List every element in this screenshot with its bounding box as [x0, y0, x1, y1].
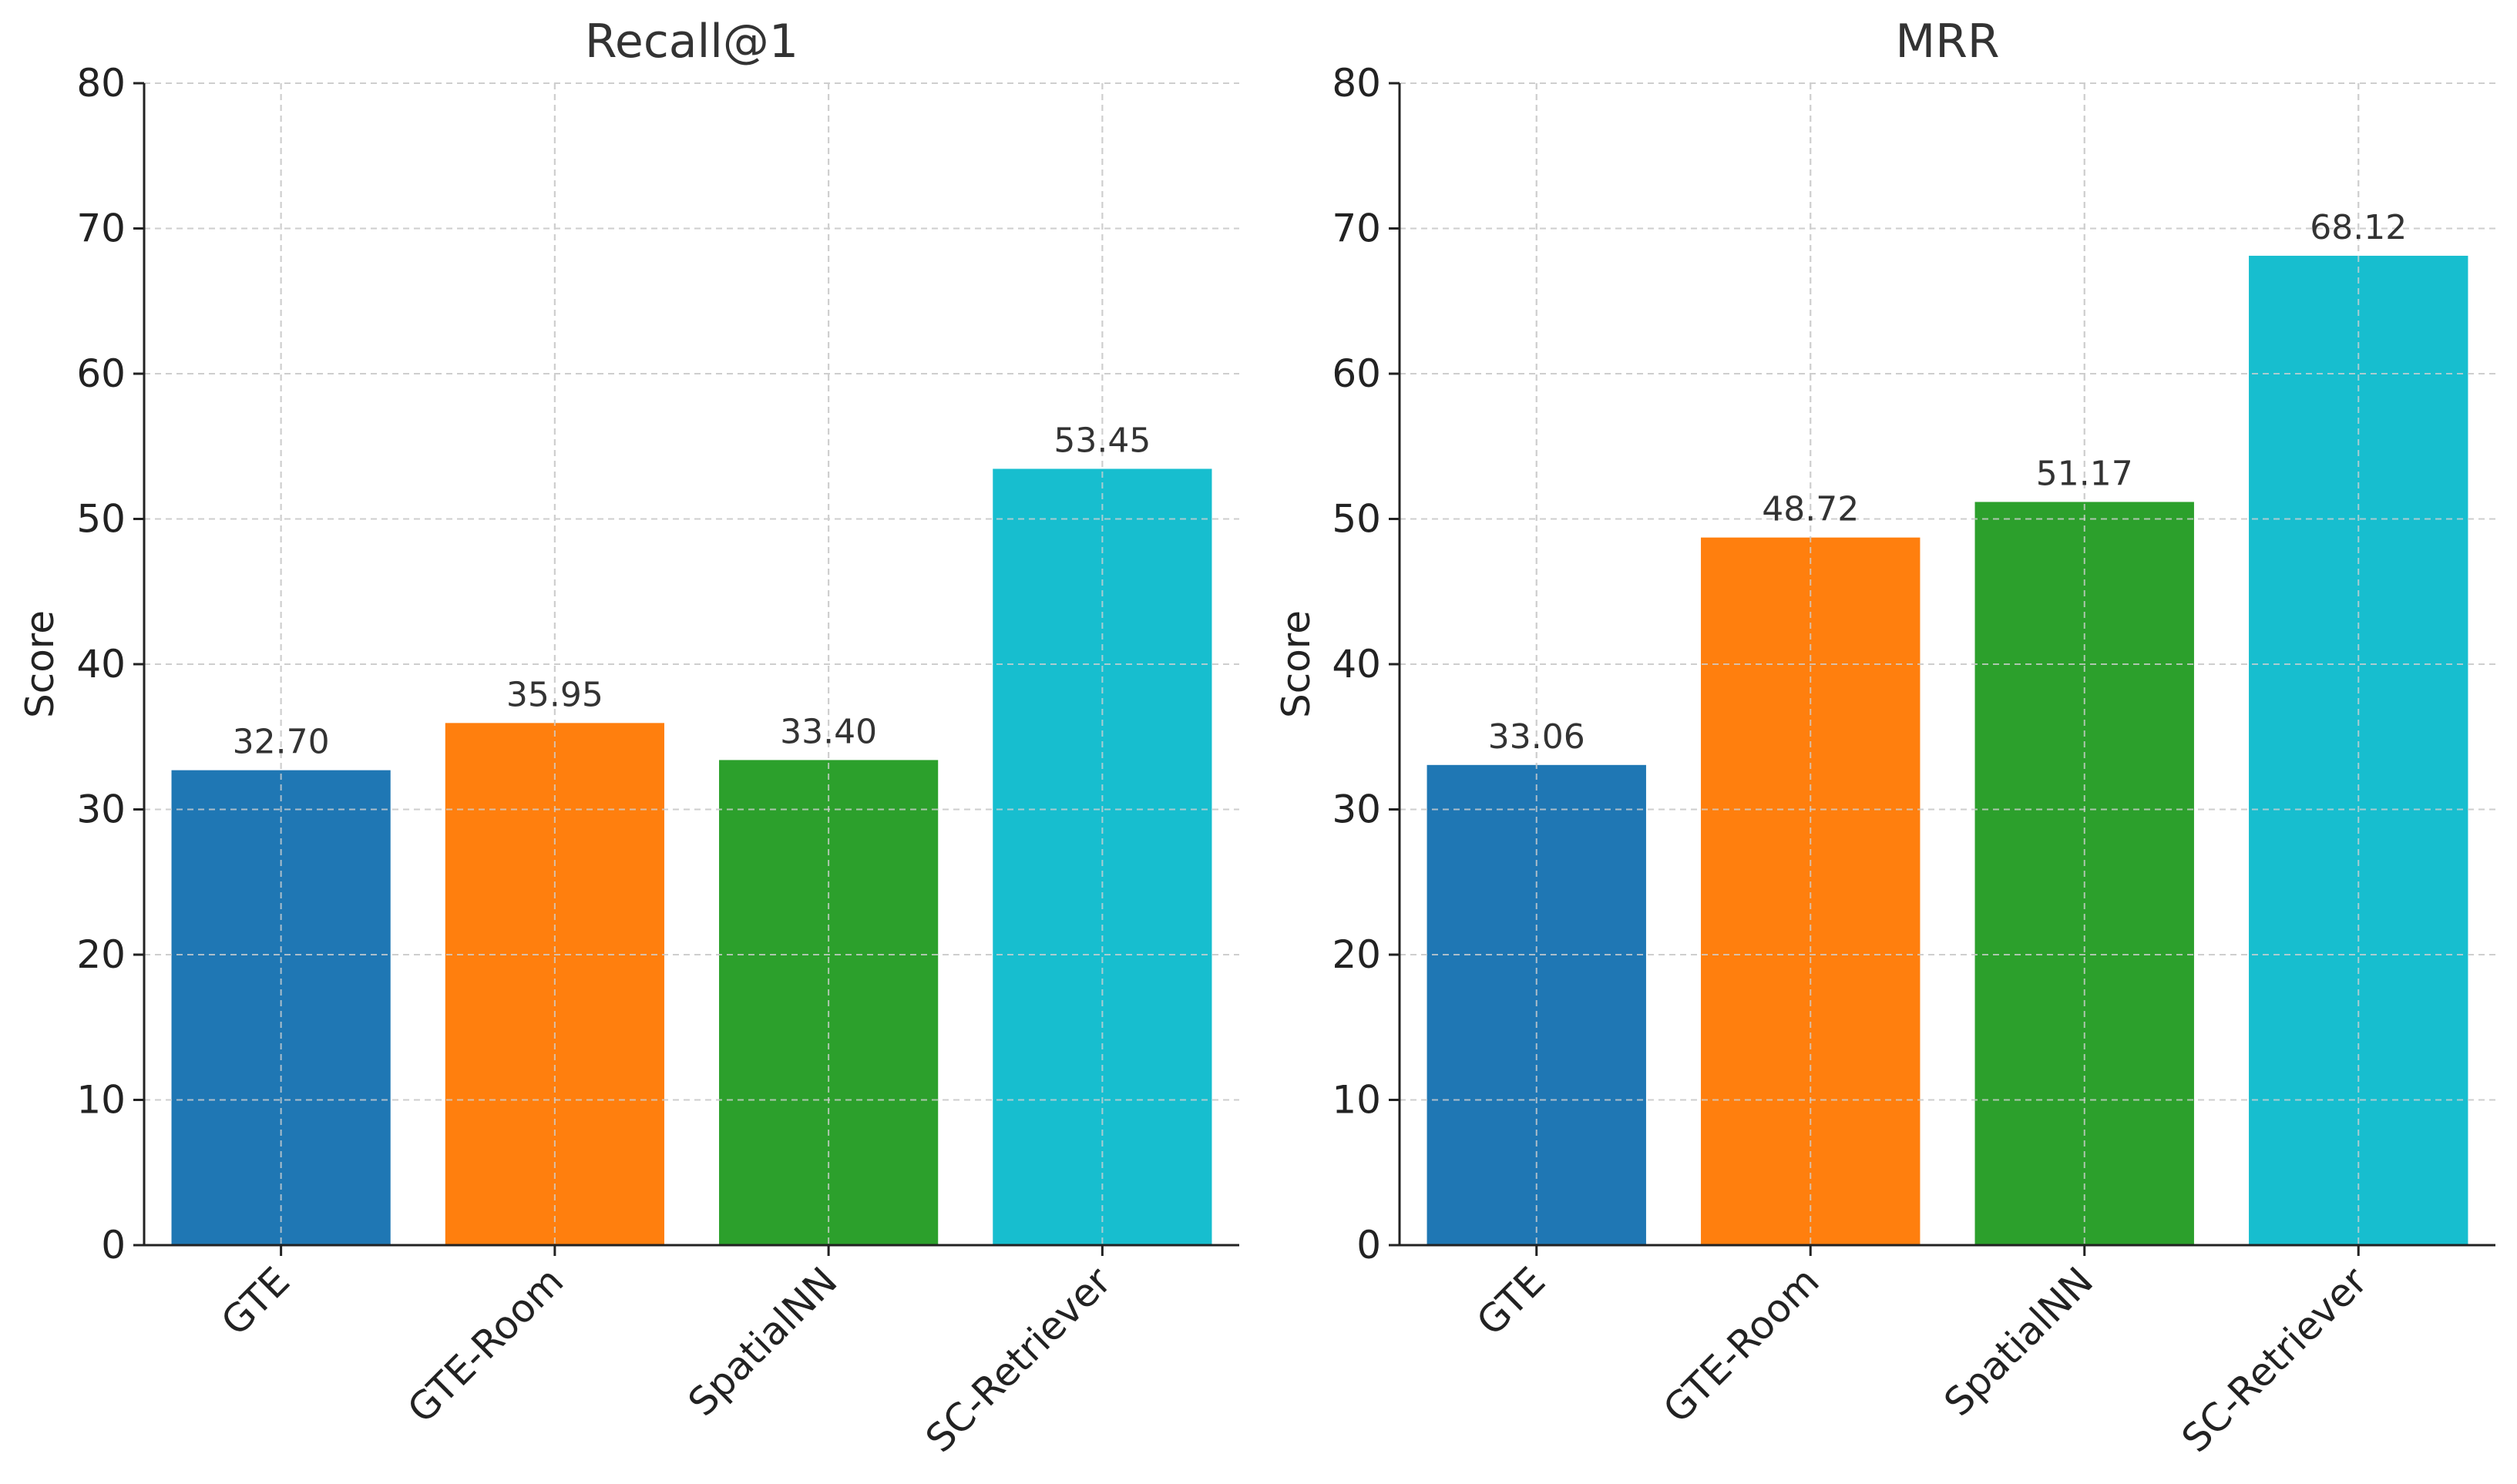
bar-gte-room	[1701, 537, 1921, 1245]
chart-title: Recall@1	[585, 15, 798, 69]
bar-value-label: 68.12	[2310, 208, 2407, 247]
bar-value-label: 48.72	[1762, 490, 1859, 529]
bar-value-label: 32.70	[233, 723, 330, 762]
y-tick-label: 60	[76, 351, 126, 396]
y-tick-label: 50	[76, 497, 126, 542]
bar-sc-retriever	[2249, 255, 2468, 1245]
y-axis-label: Score	[1274, 610, 1319, 718]
chart-title: MRR	[1895, 15, 1999, 69]
bar-value-label: 35.95	[506, 675, 603, 714]
y-tick-label: 10	[76, 1078, 126, 1123]
y-tick-label: 40	[1332, 642, 1381, 687]
y-tick-label: 70	[76, 206, 126, 251]
bar-value-label: 33.40	[780, 712, 877, 751]
y-tick-label: 10	[1332, 1078, 1381, 1123]
y-tick-label: 80	[76, 61, 126, 106]
y-tick-label: 80	[1332, 61, 1381, 106]
y-tick-label: 50	[1332, 497, 1381, 542]
y-tick-label: 30	[76, 787, 126, 832]
bar-value-label: 51.17	[2036, 454, 2133, 493]
y-tick-label: 60	[1332, 351, 1381, 396]
bar-value-label: 33.06	[1488, 717, 1585, 757]
y-tick-label: 70	[1332, 206, 1381, 251]
y-tick-label: 0	[101, 1223, 126, 1267]
y-tick-label: 20	[1332, 932, 1381, 977]
bar-sc-retriever	[993, 468, 1212, 1245]
y-tick-label: 40	[76, 642, 126, 687]
y-axis-label: Score	[18, 610, 62, 718]
bar-value-label: 53.45	[1054, 421, 1151, 460]
y-tick-label: 0	[1356, 1223, 1381, 1267]
y-tick-label: 20	[76, 932, 126, 977]
y-tick-label: 30	[1332, 787, 1381, 832]
